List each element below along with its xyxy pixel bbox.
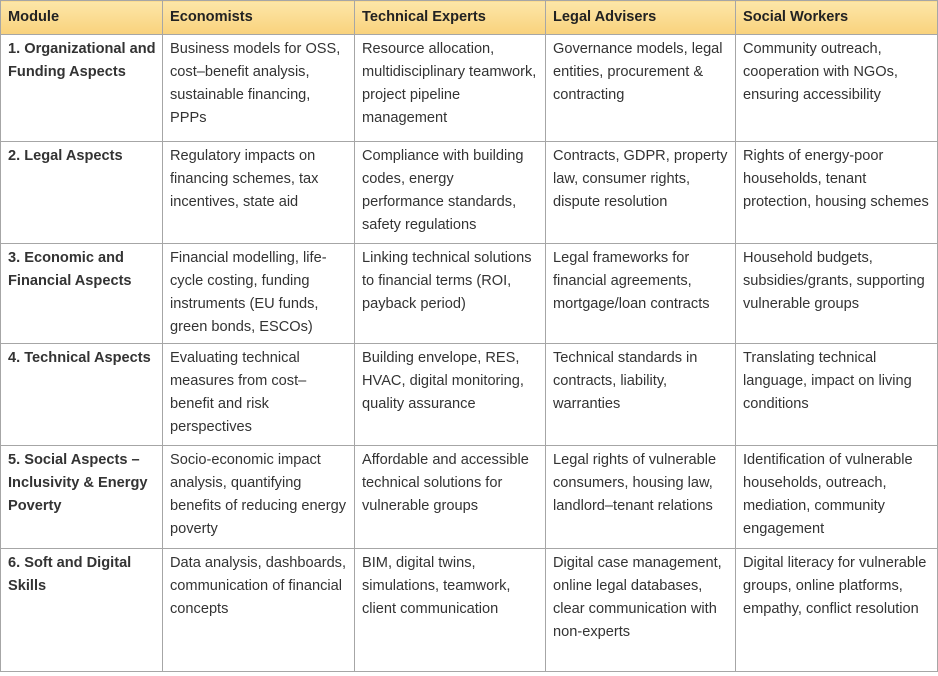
- table-cell: Socio-economic impact analysis, quantify…: [162, 445, 355, 549]
- module-cell: 4. Technical Aspects: [0, 343, 163, 446]
- table-row: 1. Organizational and Funding Aspects Bus…: [0, 34, 938, 142]
- table-row: 4. Technical Aspects Evaluating technical…: [0, 343, 938, 446]
- table-cell: Resource allocation, multidisciplinary t…: [354, 34, 546, 142]
- table-cell: Digital case management, online legal da…: [545, 548, 736, 672]
- table-cell: Building envelope, RES, HVAC, digital mo…: [354, 343, 546, 446]
- table-cell: Community outreach, cooperation with NGO…: [735, 34, 938, 142]
- table-row: 6. Soft and Digital Skills Data analysis,…: [0, 548, 938, 672]
- table-cell: Legal rights of vulnerable consumers, ho…: [545, 445, 736, 549]
- table-cell: Digital literacy for vulnerable groups, …: [735, 548, 938, 672]
- table-cell: Contracts, GDPR, property law, consumer …: [545, 141, 736, 244]
- table-cell: Evaluating technical measures from cost–…: [162, 343, 355, 446]
- table-cell: Rights of energy-poor households, tenant…: [735, 141, 938, 244]
- table-cell: Regulatory impacts on financing schemes,…: [162, 141, 355, 244]
- module-cell: 3. Economic and Financial Aspects: [0, 243, 163, 344]
- table-cell: Technical standards in contracts, liabil…: [545, 343, 736, 446]
- table-row: 5. Social Aspects – Inclusivity & Energy…: [0, 445, 938, 549]
- module-cell: 2. Legal Aspects: [0, 141, 163, 244]
- module-cell: 1. Organizational and Funding Aspects: [0, 34, 163, 142]
- table-row: 2. Legal Aspects Regulatory impacts on fi…: [0, 141, 938, 244]
- table-cell: Affordable and accessible technical solu…: [354, 445, 546, 549]
- column-header: Economists: [162, 0, 355, 35]
- module-cell: 6. Soft and Digital Skills: [0, 548, 163, 672]
- table-cell: Identification of vulnerable households,…: [735, 445, 938, 549]
- table-cell: Compliance with building codes, energy p…: [354, 141, 546, 244]
- header-row: Module Economists Technical Experts Legal A…: [0, 0, 938, 35]
- table-cell: Translating technical language, impact o…: [735, 343, 938, 446]
- module-cell: 5. Social Aspects – Inclusivity & Energy…: [0, 445, 163, 549]
- table-cell: Data analysis, dashboards, communication…: [162, 548, 355, 672]
- table-cell: Legal frameworks for financial agreement…: [545, 243, 736, 344]
- column-header: Module: [0, 0, 163, 35]
- column-header: Social Workers: [735, 0, 938, 35]
- table-cell: Linking technical solutions to financial…: [354, 243, 546, 344]
- column-header: Technical Experts: [354, 0, 546, 35]
- table-cell: Governance models, legal entities, procu…: [545, 34, 736, 142]
- table-cell: BIM, digital twins, simulations, teamwor…: [354, 548, 546, 672]
- column-header: Legal Advisers: [545, 0, 736, 35]
- table-row: 3. Economic and Financial Aspects Financi…: [0, 243, 938, 344]
- table-cell: Business models for OSS, cost–benefit an…: [162, 34, 355, 142]
- table-cell: Financial modelling, life-cycle costing,…: [162, 243, 355, 344]
- table-cell: Household budgets, subsidies/grants, sup…: [735, 243, 938, 344]
